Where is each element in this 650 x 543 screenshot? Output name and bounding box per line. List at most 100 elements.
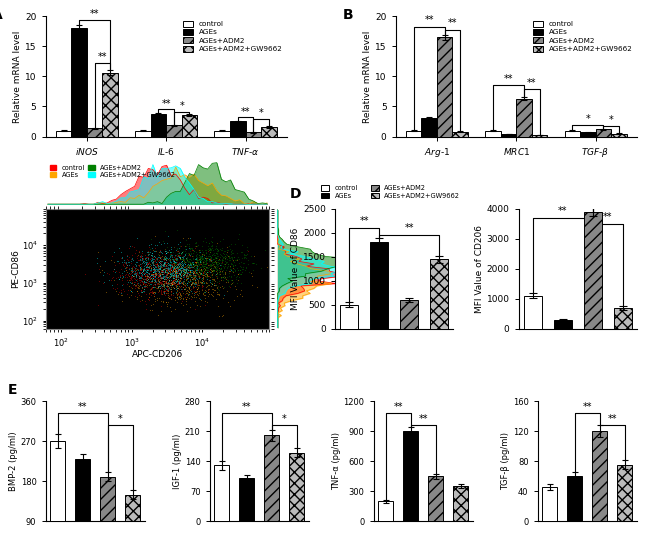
Point — [220, 254, 230, 262]
Point — [168, 268, 179, 276]
Point — [164, 272, 175, 281]
Point — [169, 258, 179, 267]
Point — [131, 266, 142, 275]
Point — [169, 265, 179, 274]
Point — [188, 260, 198, 268]
Point — [150, 282, 161, 291]
Point — [126, 263, 136, 272]
Point — [200, 260, 210, 269]
Point — [130, 263, 140, 272]
Point — [187, 257, 198, 266]
Point — [162, 292, 173, 301]
Point — [135, 262, 145, 271]
Point — [209, 262, 220, 271]
Point — [195, 268, 205, 277]
Point — [206, 262, 216, 270]
Point — [130, 283, 140, 292]
Point — [137, 258, 148, 267]
Point — [237, 248, 247, 256]
Point — [159, 273, 169, 281]
Point — [148, 251, 159, 260]
Point — [189, 266, 200, 275]
Point — [168, 270, 179, 279]
Point — [192, 254, 202, 263]
Point — [179, 283, 190, 292]
Point — [133, 264, 144, 273]
Point — [139, 257, 150, 266]
Point — [190, 242, 201, 250]
Point — [206, 256, 216, 264]
Point — [185, 250, 196, 259]
Point — [172, 254, 182, 263]
Point — [158, 296, 168, 305]
Point — [162, 266, 173, 274]
Point — [161, 267, 171, 276]
Point — [192, 264, 202, 273]
Point — [109, 258, 119, 267]
Bar — [524, 296, 542, 329]
Point — [175, 253, 185, 262]
Point — [183, 269, 194, 277]
Point — [213, 302, 223, 311]
Point — [202, 263, 212, 272]
Point — [188, 260, 199, 269]
Point — [150, 287, 161, 296]
Point — [206, 263, 216, 272]
Point — [144, 269, 154, 278]
Point — [130, 270, 140, 279]
Point — [160, 254, 170, 263]
Point — [220, 258, 231, 267]
Point — [150, 266, 160, 274]
Point — [118, 261, 128, 270]
Point — [163, 264, 174, 273]
Point — [181, 257, 191, 266]
Point — [208, 260, 218, 269]
Point — [243, 255, 254, 264]
Point — [183, 271, 194, 280]
Point — [125, 274, 136, 283]
Point — [195, 269, 205, 277]
Point — [163, 268, 174, 277]
Text: **: ** — [242, 402, 252, 412]
Point — [196, 279, 206, 287]
Point — [181, 271, 192, 280]
Point — [190, 268, 201, 276]
Point — [142, 262, 152, 270]
Point — [200, 268, 210, 276]
Point — [200, 263, 211, 272]
Point — [111, 267, 121, 276]
Point — [160, 226, 170, 235]
Point — [167, 252, 177, 261]
Point — [178, 282, 188, 291]
Point — [189, 279, 200, 287]
Point — [148, 274, 158, 282]
Point — [169, 274, 179, 282]
Point — [173, 248, 183, 257]
Point — [193, 278, 203, 287]
Point — [142, 277, 152, 286]
Point — [153, 276, 163, 285]
Point — [187, 293, 197, 301]
Point — [141, 258, 151, 267]
Point — [155, 258, 165, 267]
Point — [201, 272, 211, 281]
Point — [179, 257, 190, 266]
Point — [220, 254, 230, 263]
Point — [212, 258, 222, 267]
Point — [180, 266, 190, 275]
Point — [155, 284, 165, 293]
Point — [166, 285, 177, 293]
Point — [233, 252, 243, 261]
Point — [162, 278, 173, 287]
Point — [203, 285, 214, 294]
Point — [146, 270, 157, 279]
Point — [198, 277, 209, 286]
Point — [158, 281, 168, 289]
Point — [190, 261, 200, 269]
Point — [153, 273, 163, 281]
Point — [94, 277, 104, 286]
Point — [136, 274, 146, 283]
Point — [195, 253, 205, 262]
Point — [162, 286, 172, 295]
Point — [216, 268, 227, 276]
